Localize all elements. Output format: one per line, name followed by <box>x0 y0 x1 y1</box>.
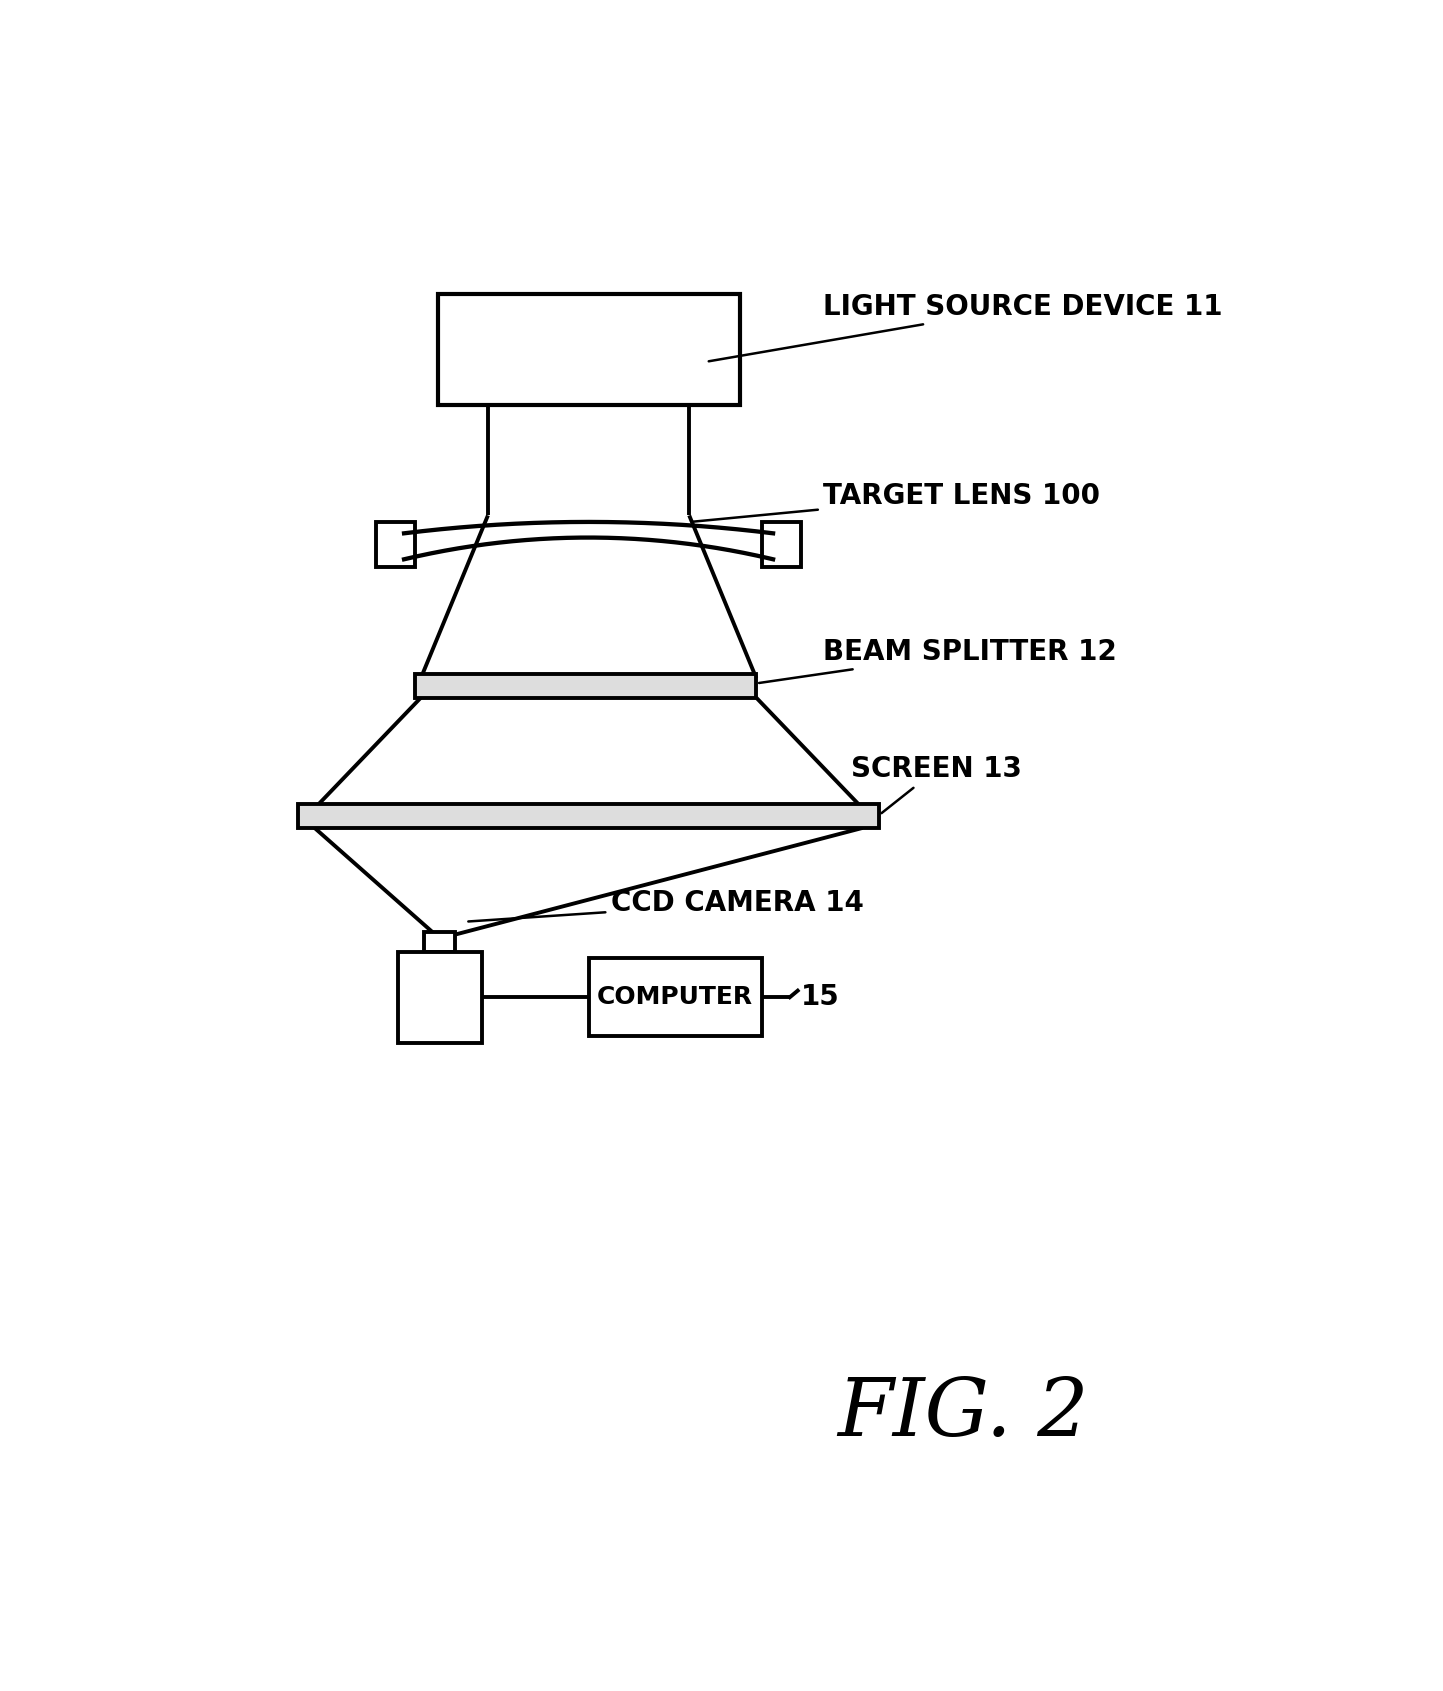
Bar <box>437 294 740 404</box>
Bar <box>297 805 879 829</box>
Text: TARGET LENS 100: TARGET LENS 100 <box>693 482 1101 521</box>
Text: LIGHT SOURCE DEVICE 11: LIGHT SOURCE DEVICE 11 <box>709 293 1222 362</box>
Text: SCREEN 13: SCREEN 13 <box>851 756 1022 813</box>
Bar <box>424 932 456 952</box>
Bar <box>762 523 801 568</box>
Bar <box>398 952 482 1043</box>
Text: FIG. 2: FIG. 2 <box>837 1375 1089 1453</box>
Text: BEAM SPLITTER 12: BEAM SPLITTER 12 <box>759 638 1117 683</box>
Bar <box>377 523 416 568</box>
Bar <box>589 959 762 1037</box>
Text: COMPUTER: COMPUTER <box>597 986 753 1010</box>
Text: CCD CAMERA 14: CCD CAMERA 14 <box>469 889 864 922</box>
Text: 15: 15 <box>801 982 840 1011</box>
Bar <box>416 675 756 698</box>
